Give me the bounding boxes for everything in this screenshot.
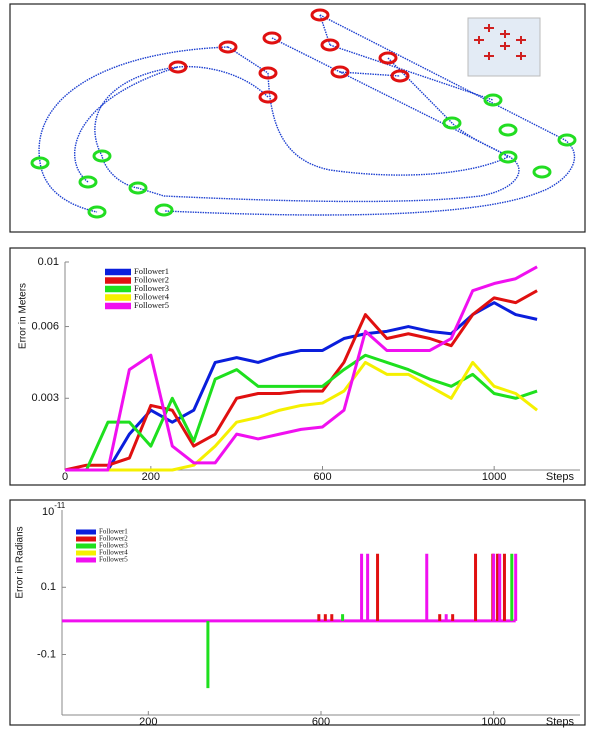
legend-swatch bbox=[105, 277, 131, 284]
series-line bbox=[65, 301, 538, 472]
panel-frame bbox=[9, 499, 586, 726]
x-tick-label: 1000 bbox=[482, 471, 506, 483]
legend-swatch bbox=[105, 294, 131, 301]
x-tick-label: 600 bbox=[313, 471, 331, 483]
paths bbox=[38, 14, 576, 216]
x-tick-label: 600 bbox=[312, 716, 330, 728]
x-axis-label: Steps bbox=[546, 716, 575, 728]
legend-swatch bbox=[105, 285, 131, 293]
y-tick-label: 0.01 bbox=[38, 256, 59, 268]
legend-label: Follower5 bbox=[134, 300, 169, 310]
follower-markers bbox=[30, 93, 577, 219]
leader-markers bbox=[168, 8, 410, 104]
chart: -0.1 0.1 200 600 1000 Steps Error in Radians 10… bbox=[15, 501, 580, 728]
legend-label: Follower3 bbox=[99, 542, 128, 550]
legend-swatch bbox=[76, 543, 96, 549]
series-line bbox=[65, 360, 539, 472]
y-tick-label: -0.1 bbox=[37, 648, 56, 660]
legend-label: Follower1 bbox=[134, 266, 169, 276]
legend-swatch bbox=[76, 536, 96, 542]
series-line bbox=[64, 289, 538, 472]
trajectory-panel bbox=[9, 3, 586, 233]
formation-inset bbox=[467, 17, 541, 77]
multiplier-exponent: -11 bbox=[54, 501, 66, 510]
x-tick-label: 200 bbox=[142, 471, 160, 483]
y-axis-label: Error in Meters bbox=[18, 283, 29, 349]
y-tick-label: 0.003 bbox=[31, 392, 59, 404]
legend-swatch bbox=[76, 557, 96, 563]
series-line bbox=[65, 353, 538, 472]
x-axis-label: Steps bbox=[546, 471, 575, 483]
legend-label: Follower2 bbox=[134, 274, 169, 284]
legend-label: Follower4 bbox=[134, 291, 170, 301]
x-tick-label: 0 bbox=[62, 471, 68, 483]
track-inner bbox=[74, 14, 509, 183]
legend-swatch bbox=[76, 529, 96, 535]
y-tick-label: 0.1 bbox=[41, 581, 56, 593]
y-tick-label: 0.006 bbox=[31, 320, 59, 332]
x-tick-label: 200 bbox=[139, 716, 157, 728]
legend: Follower1Follower2Follower3Follower4Foll… bbox=[105, 266, 170, 310]
axis-multiplier: 10-11 bbox=[42, 501, 66, 518]
legend-label: Follower3 bbox=[134, 283, 169, 293]
multiplier-base: 10 bbox=[42, 506, 54, 518]
legend-label: Follower5 bbox=[99, 556, 128, 564]
legend-swatch bbox=[76, 550, 96, 556]
panel-frame bbox=[9, 247, 586, 486]
legend-label: Follower2 bbox=[99, 535, 128, 543]
legend-swatch bbox=[105, 268, 131, 276]
chart: 0.003 0.006 0.01 0 200 600 1000 Steps Error in M… bbox=[18, 256, 580, 483]
legend: Follower1Follower2Follower3Follower4Foll… bbox=[76, 528, 128, 564]
legend-label: Follower1 bbox=[99, 528, 128, 536]
track-outer bbox=[38, 14, 576, 216]
series-line bbox=[65, 265, 538, 472]
legend-label: Follower4 bbox=[99, 549, 128, 557]
track-middle bbox=[94, 37, 520, 203]
x-tick-label: 1000 bbox=[481, 716, 505, 728]
legend-swatch bbox=[105, 302, 131, 310]
y-axis-label: Error in Radians bbox=[15, 526, 26, 598]
